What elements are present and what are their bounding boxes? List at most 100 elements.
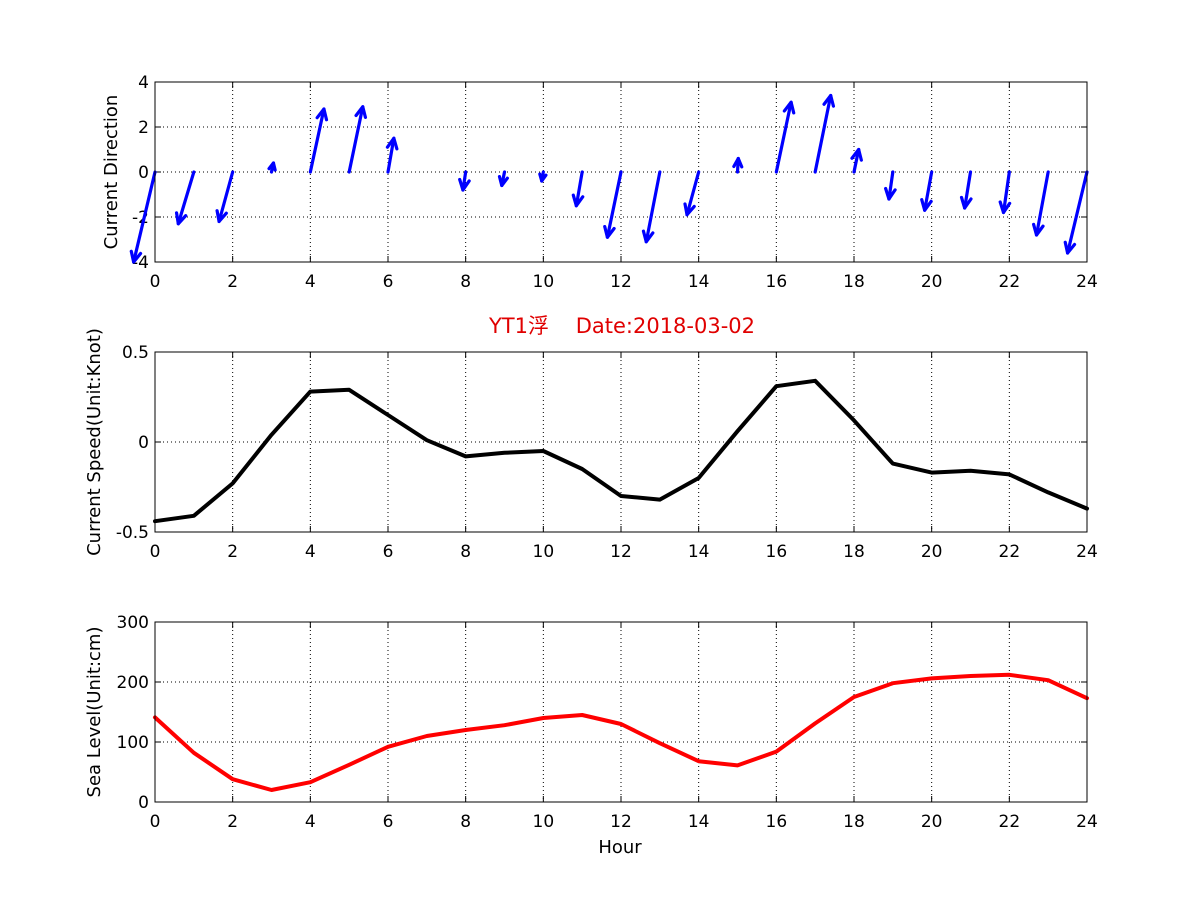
current-arrow [920,170,934,212]
sea-level-x-tick-label: 2 [227,812,238,832]
current-arrow-head [315,107,329,122]
speed-x-tick-label: 4 [305,542,316,562]
current-arrow [538,170,548,183]
current-arrow-head [998,200,1012,215]
sea-level-y-tick-label: 0 [138,793,149,813]
speed-x-tick-label: 0 [150,542,161,562]
speed-x-tick-label: 10 [533,542,555,562]
speed-x-tick-label: 16 [766,542,788,562]
current-arrow-head [1032,222,1045,237]
direction-y-tick-label: 4 [138,73,149,93]
speed-x-tick-label: 20 [921,542,943,562]
current-arrow-head [959,195,973,210]
current-arrow-shaft [887,170,895,201]
current-arrow-shaft [217,170,235,224]
speed-y-axis-label: Current Speed(Unit:Knot) [84,328,105,556]
speed-y-tick-label: 0.5 [122,343,149,363]
current-arrow-shaft [813,93,833,174]
current-arrow [641,170,662,244]
current-arrow [850,147,863,174]
direction-x-tick-label: 4 [305,272,316,292]
sea-level-x-tick-label: 6 [383,812,394,832]
current-arrow-head [129,249,143,264]
current-arrow [385,136,399,174]
direction-x-tick-label: 18 [843,272,865,292]
current-arrow [813,93,836,174]
direction-y-tick-label: 0 [138,163,149,183]
current-arrow [732,156,744,174]
current-arrow [174,170,196,226]
speed-x-tick-label: 18 [843,542,865,562]
direction-x-tick-label: 24 [1076,272,1098,292]
chart-title: YT1浮 Date:2018-03-02 [488,314,755,338]
speed-y-tick-label: 0 [138,433,149,453]
current-arrow [998,170,1012,215]
current-arrow-shaft [347,105,365,174]
direction-y-tick-label: 2 [138,118,149,138]
direction-x-tick-label: 22 [999,272,1021,292]
current-arrow-head [683,202,696,217]
current-arrow-head [354,105,368,120]
speed-x-tick-label: 12 [610,542,632,562]
sea-level-axes-frame [154,621,1088,803]
current-arrow-shaft [132,170,157,264]
current-arrow-head [571,193,585,208]
current-arrow-head [884,186,897,201]
sea-level-x-tick-label: 0 [150,812,161,832]
current-arrow [884,170,897,201]
current-arrow-head [822,93,836,108]
sea-level-x-tick-label: 22 [999,812,1021,832]
current-direction-panel: Current Direction 0 2 4 6 8 10 12 14 16 18 20 22 244… [101,73,1098,292]
speed-x-tick-label: 8 [460,542,471,562]
direction-y-axis-label: Current Direction [101,95,122,250]
speed-x-tick-label: 14 [688,542,710,562]
current-arrow-head [174,211,188,226]
current-arrow-shaft [1065,170,1089,255]
direction-x-tick-label: 14 [688,272,710,292]
sea-level-y-tick-label: 200 [117,673,149,693]
current-arrow [347,105,368,174]
current-arrow [603,170,623,239]
current-arrow-shaft [963,170,973,210]
current-arrow [215,170,235,224]
current-arrow [129,170,157,264]
current-arrow-head [215,209,228,224]
current-arrow-shaft [852,147,861,174]
direction-x-tick-label: 0 [150,272,161,292]
x-axis-label: Hour [598,837,642,858]
sea-level-y-tick-label: 100 [117,733,149,753]
current-arrow [1032,170,1050,237]
current-arrow-shaft [176,170,196,226]
current-arrow-head [850,147,863,162]
current-arrow-head [732,156,744,169]
current-arrow-head [538,172,548,183]
sea-level-x-tick-label: 4 [305,812,316,832]
speed-y-tick-label: -0.5 [116,523,149,543]
current-arrow-shaft [923,170,934,212]
sea-level-x-tick-label: 14 [688,812,710,832]
sea-level-x-tick-label: 8 [460,812,471,832]
direction-axes-frame [154,81,1088,263]
current-arrow-shaft [685,170,701,217]
current-arrow-shaft [1034,170,1050,237]
speed-axes-frame [154,351,1088,533]
current-arrow-head [782,100,796,115]
current-arrow-head [497,174,509,188]
sea-level-x-tick-label: 16 [766,812,788,832]
current-arrow-head [1063,240,1077,255]
speed-x-tick-label: 22 [999,542,1021,562]
current-arrow-shaft [1001,170,1011,215]
current-arrow-shaft [574,170,584,208]
current-arrow-head [920,198,933,212]
current-speed-panel: YT1浮 Date:2018-03-02 Current Speed(Unit:… [84,314,1098,562]
current-arrow [774,100,796,174]
sea-level-x-tick-label: 20 [921,812,943,832]
current-arrow [683,170,701,217]
current-arrow-shaft [386,136,396,174]
sea-level-panel: Sea Level(Unit:cm) Hour 0 2 4 6 8 10 12 14 16 18 2… [84,613,1098,858]
current-arrow [267,161,277,174]
current-arrow-shaft [774,100,793,174]
current-arrow-head [603,224,616,239]
